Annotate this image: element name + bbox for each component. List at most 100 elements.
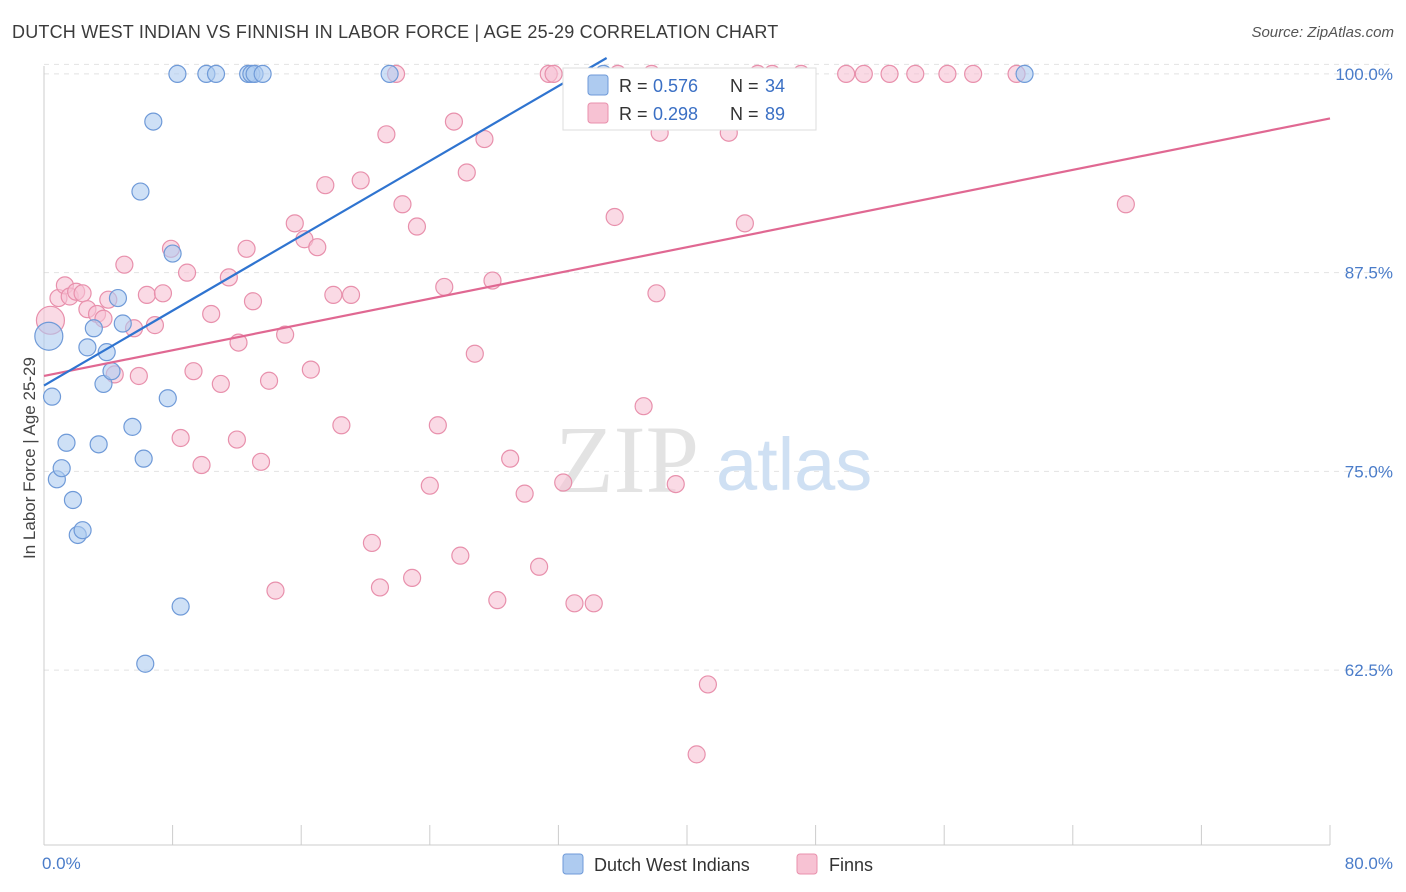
finns-point-49	[420, 476, 439, 495]
finns-point-13	[129, 366, 148, 386]
finns-point-83	[906, 64, 925, 83]
dutch-point-0	[34, 321, 64, 351]
dutch-point-8	[78, 338, 97, 357]
finns-point-80	[837, 64, 856, 83]
finns-point-30	[259, 371, 279, 390]
legend-swatch-blue	[587, 74, 609, 96]
chart-title: DUTCH WEST INDIAN VS FINNISH IN LABOR FO…	[12, 22, 779, 42]
finns-point-85	[964, 64, 983, 83]
finns-point-25	[227, 430, 246, 449]
gridlines	[44, 63, 1394, 671]
dutch-point-9	[84, 319, 103, 338]
legend-n-label-2: N =	[730, 104, 759, 124]
finns-point-82	[880, 64, 899, 83]
finns-point-65	[565, 594, 584, 613]
finns-point-84	[938, 64, 957, 83]
finns-point-47	[403, 568, 422, 587]
dutch-point-18	[134, 449, 153, 468]
y-tick-label-2: 87.5%	[1345, 264, 1393, 283]
legend-n-value-2: 89	[765, 104, 785, 124]
finns-point-87	[1116, 195, 1135, 214]
watermark-zip: ZIP	[555, 406, 699, 513]
finns-trend-line	[43, 117, 1331, 378]
bottom-legend-swatch-pink	[796, 853, 818, 875]
finns-point-37	[316, 176, 335, 195]
y-tick-label-3: 100.0%	[1335, 65, 1393, 84]
finns-point-72	[666, 474, 685, 494]
finns-point-41	[351, 171, 370, 190]
dutch-point-16	[123, 417, 142, 436]
finns-point-11	[115, 255, 134, 274]
finns-point-32	[276, 325, 295, 344]
finns-point-23	[211, 374, 230, 394]
finns-point-29	[251, 452, 271, 471]
dutch-point-31	[380, 64, 399, 83]
finns-point-53	[451, 546, 470, 565]
finns-point-20	[184, 362, 203, 381]
finns-point-67	[605, 207, 624, 227]
dutch-point-23	[168, 64, 187, 83]
bottom-legend-label-2: Finns	[829, 855, 873, 875]
finns-point-40	[341, 285, 361, 304]
dutch-point-1	[42, 387, 62, 406]
finns-point-22	[202, 304, 221, 324]
finns-point-52	[444, 112, 464, 131]
dutch-point-17	[131, 182, 150, 201]
dutch-point-26	[206, 64, 226, 83]
finns-point-60	[515, 484, 534, 503]
bottom-legend: Dutch West Indians Finns	[562, 853, 873, 875]
finns-point-74	[698, 675, 717, 694]
legend-r-label-1: R =	[619, 76, 648, 96]
finns-point-55	[465, 344, 484, 363]
finns-point-51	[435, 277, 454, 297]
finns-point-76	[735, 214, 754, 233]
finns-point-19	[177, 263, 197, 282]
finns-point-58	[488, 591, 507, 610]
watermark: ZIP atlas	[555, 406, 872, 513]
bottom-legend-label-1: Dutch West Indians	[594, 855, 750, 875]
dutch-point-15	[113, 314, 132, 333]
dutch-point-33	[1015, 64, 1034, 83]
dutch-point-12	[97, 343, 116, 362]
source-label: Source: ZipAtlas.com	[1251, 24, 1394, 41]
watermark-atlas: atlas	[716, 423, 872, 506]
legend-r-value-2: 0.298	[653, 104, 698, 124]
finns-point-48	[407, 217, 427, 236]
finns-point-61	[530, 557, 549, 576]
finns-point-70	[647, 284, 666, 303]
finns-point-66	[584, 594, 603, 613]
dutch-point-30	[253, 64, 272, 83]
dutch-point-5	[63, 490, 83, 510]
x-tick-label-min: 0.0%	[42, 854, 81, 873]
dutch-point-21	[158, 389, 177, 408]
trend-lines	[43, 57, 1331, 387]
legend-n-label-1: N =	[730, 76, 759, 96]
finns-point-43	[370, 578, 390, 597]
finns-point-63	[544, 64, 563, 83]
finns-point-68	[634, 397, 653, 416]
finns-point-81	[854, 64, 873, 83]
finns-point-31	[266, 581, 285, 600]
dutch-point-4	[57, 433, 76, 452]
y-tick-label-0: 62.5%	[1345, 661, 1393, 680]
finns-point-14	[137, 285, 156, 304]
dutch-point-24	[171, 597, 190, 616]
finns-point-54	[457, 163, 476, 182]
finns-point-27	[237, 239, 256, 258]
finns-point-33	[285, 214, 304, 233]
finns-point-59	[501, 449, 520, 468]
dutch-trend-line	[43, 57, 608, 387]
finns-point-56	[475, 129, 494, 149]
dutch-point-7	[73, 521, 92, 540]
legend-n-value-1: 34	[765, 76, 785, 96]
bottom-legend-swatch-blue	[562, 853, 584, 875]
dutch-point-14	[108, 288, 128, 308]
finns-point-36	[308, 238, 327, 257]
y-axis-label: In Labor Force | Age 25-29	[20, 357, 39, 559]
dutch-point-13	[102, 362, 121, 381]
finns-point-73	[687, 745, 706, 764]
finns-point-38	[324, 285, 343, 304]
finns-point-39	[332, 416, 351, 435]
finns-point-46	[393, 195, 412, 214]
